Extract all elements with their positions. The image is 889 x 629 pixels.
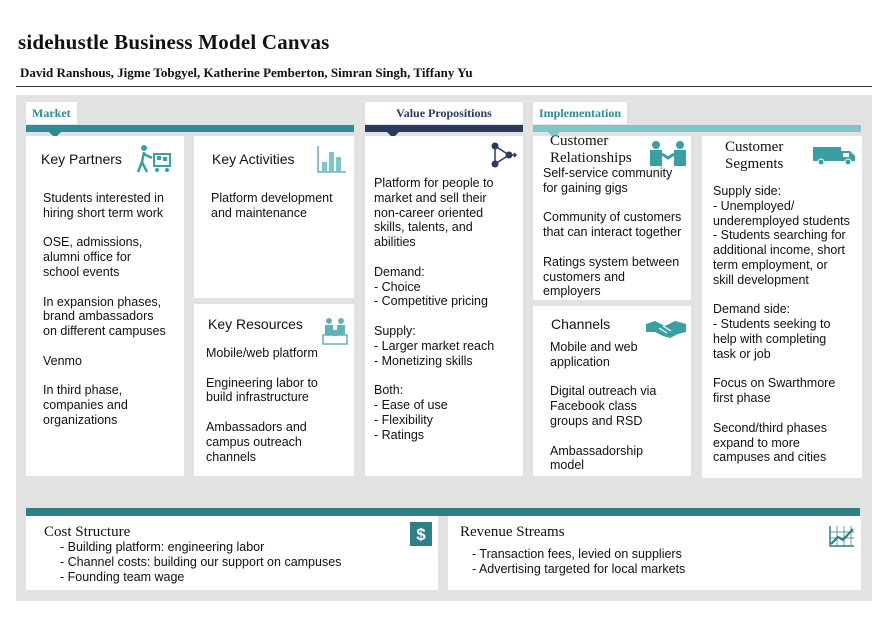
graph-icon [829,526,854,547]
key-resources-text: Mobile/web platform Engineering labor to… [206,346,318,464]
value-propositions-text: Platform for people to market and sell t… [374,176,495,442]
tab-implementation: Implementation [533,102,627,124]
key-resources-box: Key Resources Mobile/web platform Engine… [194,304,354,476]
key-resources-title: Key Resources [208,316,303,332]
cost-structure-box: Cost Structure $ - Building platform: en… [26,516,438,590]
dollar-icon: $ [410,522,432,546]
revenue-streams-title: Revenue Streams [460,524,565,540]
customer-segments-text: Supply side: - Unemployed/ underemployed… [713,184,850,465]
channels-text: Mobile and web application Digital outre… [550,340,657,473]
divider [16,86,872,87]
customer-relationships-text: Self-service community for gaining gigs … [543,166,682,299]
key-activities-title: Key Activities [212,151,295,167]
bar-chart-icon [317,146,346,173]
value-bar [365,125,523,132]
revenue-streams-box: Revenue Streams - Transaction fees, levi… [448,516,861,590]
market-bar [26,125,354,132]
value-propositions-box: Platform for people to market and sell t… [365,136,523,476]
customer-segments-title: Customer Segments [725,139,784,172]
market-notch [49,132,61,138]
customer-segments-box: Customer Segments Supply side: - Unemplo… [702,136,862,478]
tab-value-propositions: Value Propositions [365,102,523,124]
value-notch [387,132,399,138]
key-activities-text: Platform development and maintenance [211,191,333,220]
tab-market: Market [26,102,77,124]
truck-icon [813,147,855,166]
customer-relationships-title: Customer Relationships [550,133,632,166]
cost-structure-text: - Building platform: engineering labor -… [60,540,342,584]
cost-revenue-bar [26,508,860,516]
key-activities-box: Key Activities Platform development and … [194,136,354,298]
cost-structure-title: Cost Structure [44,524,131,540]
page-title: sidehustle Business Model Canvas [18,30,330,54]
implementation-bar [533,125,861,132]
people-meeting-icon [650,141,686,166]
network-icon [491,142,517,168]
key-partners-title: Key Partners [41,151,122,167]
implementation-notch [548,132,560,138]
customer-relationships-box: Customer Relationships Self-service comm… [533,133,691,300]
key-partners-text: Students interested in hiring short term… [43,191,166,427]
channels-title: Channels [551,316,611,332]
revenue-streams-text: - Transaction fees, levied on suppliers … [472,547,686,576]
people-resources-icon [322,318,348,345]
handshake-icon [646,321,686,338]
authors: David Ranshous, Jigme Tobgyel, Katherine… [20,65,473,80]
key-partners-box: Key Partners Students interested in hiri… [26,136,184,476]
channels-box: Channels Mobile and web application Digi… [533,306,691,476]
svg-text:$: $ [416,525,426,544]
cart-person-icon [136,145,171,173]
